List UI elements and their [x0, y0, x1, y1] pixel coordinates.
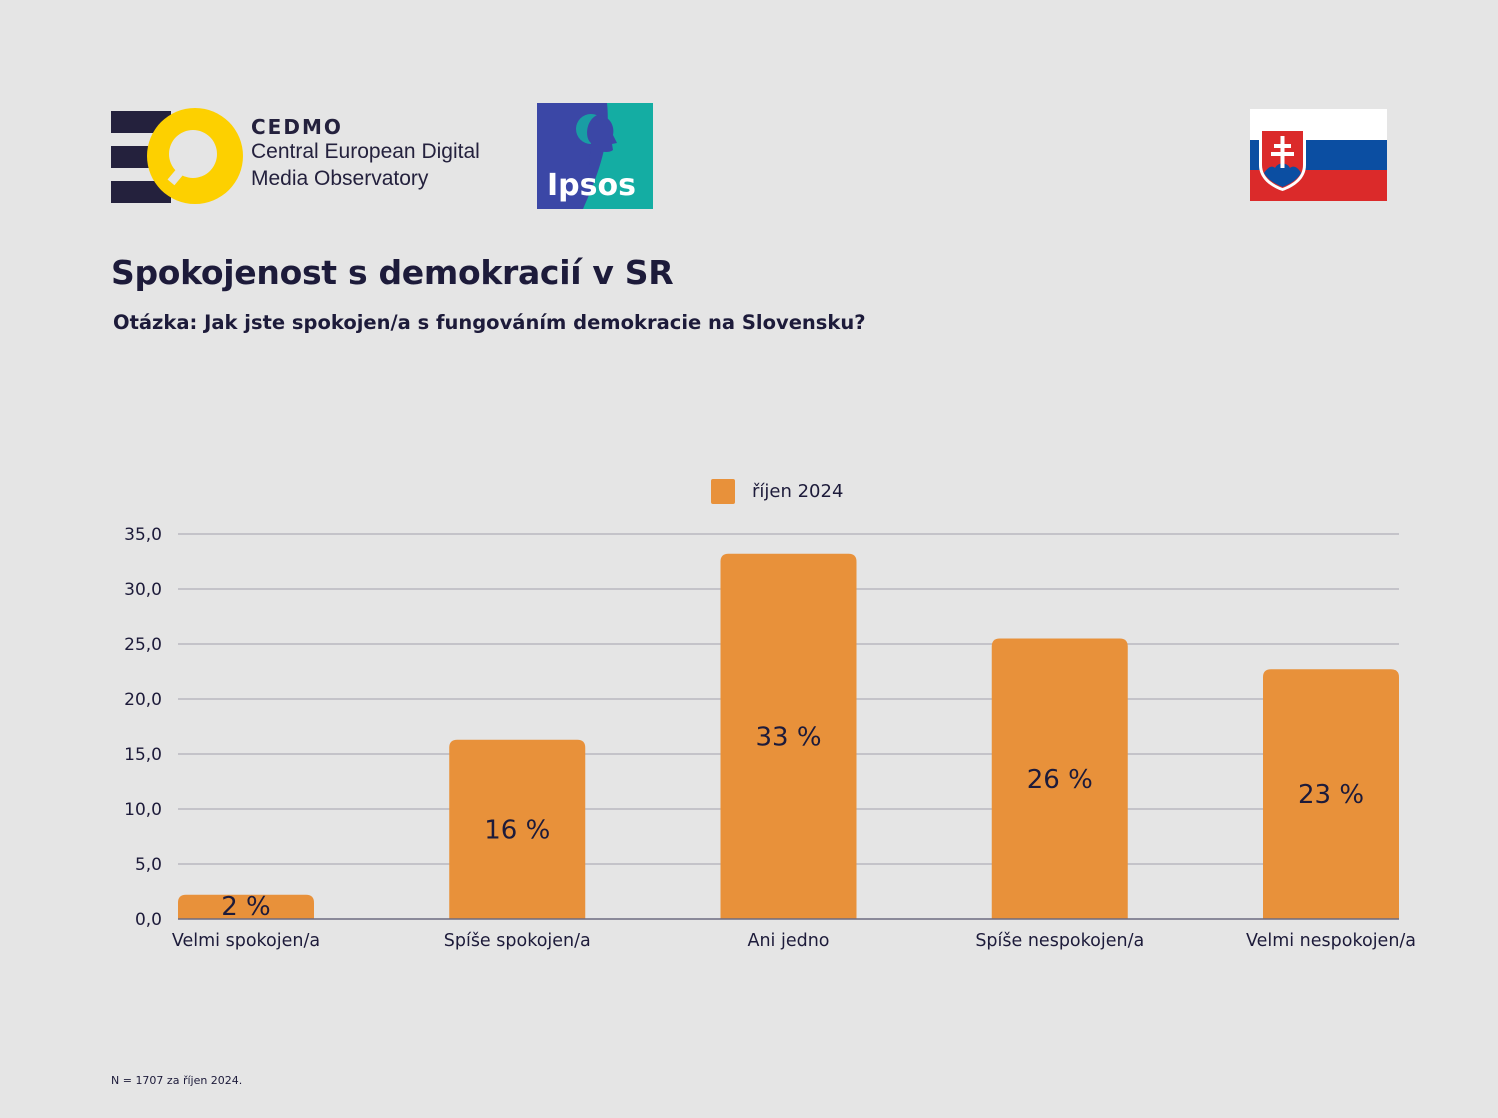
data-label: 33 %: [755, 722, 821, 752]
ipsos-wordmark: Ipsos: [547, 168, 636, 203]
legend-swatch: [711, 479, 735, 504]
chart-subtitle: Otázka: Jak jste spokojen/a s fungováním…: [113, 311, 866, 334]
head-silhouette-icon: [576, 114, 617, 165]
footnote: N = 1707 za říjen 2024.: [111, 1074, 243, 1087]
y-tick-label: 35,0: [124, 525, 162, 545]
cedmo-tagline-2: Media Observatory: [251, 167, 429, 190]
x-category-label: Spíše spokojen/a: [444, 931, 591, 951]
x-category-label: Spíše nespokojen/a: [975, 931, 1144, 951]
cedmo-logo: CEDMO Central European Digital Media Obs…: [111, 108, 511, 206]
bars: [178, 553, 1399, 919]
bar: [1263, 669, 1399, 919]
legend: říjen 2024: [711, 479, 843, 504]
y-axis-ticks: 0,0 5,0 10,0 15,0 20,0 25,0 30,0 35,0: [124, 525, 162, 930]
y-tick-label: 30,0: [124, 580, 162, 600]
y-tick-label: 25,0: [124, 635, 162, 655]
legend-label: říjen 2024: [752, 481, 843, 502]
data-label: 2 %: [221, 892, 271, 922]
data-label: 26 %: [1027, 765, 1093, 795]
cedmo-tagline-1: Central European Digital: [251, 140, 480, 163]
x-category-label: Velmi spokojen/a: [172, 931, 320, 951]
x-axis-categories: Velmi spokojen/a Spíše spokojen/a Ani jedn…: [172, 931, 1416, 951]
data-labels: 2 % 16 % 33 % 26 % 23 %: [221, 722, 1364, 922]
data-label: 23 %: [1298, 780, 1364, 810]
bar: [991, 638, 1128, 919]
magnifier-icon: [147, 108, 243, 204]
x-category-label: Ani jedno: [747, 931, 829, 951]
y-tick-label: 5,0: [135, 855, 162, 875]
bar: [720, 553, 857, 919]
y-tick-label: 20,0: [124, 690, 162, 710]
ipsos-logo: Ipsos: [537, 103, 653, 209]
bar: [449, 739, 586, 919]
bar: [178, 894, 314, 919]
y-tick-label: 15,0: [124, 745, 162, 765]
data-label: 16 %: [484, 815, 550, 845]
slovakia-flag-icon: [1250, 109, 1387, 201]
chart-title: Spokojenost s demokracií v SR: [111, 253, 674, 292]
y-tick-label: 0,0: [135, 910, 162, 930]
x-category-label: Velmi nespokojen/a: [1246, 931, 1416, 951]
cedmo-name: CEDMO: [251, 115, 343, 139]
y-tick-label: 10,0: [124, 800, 162, 820]
